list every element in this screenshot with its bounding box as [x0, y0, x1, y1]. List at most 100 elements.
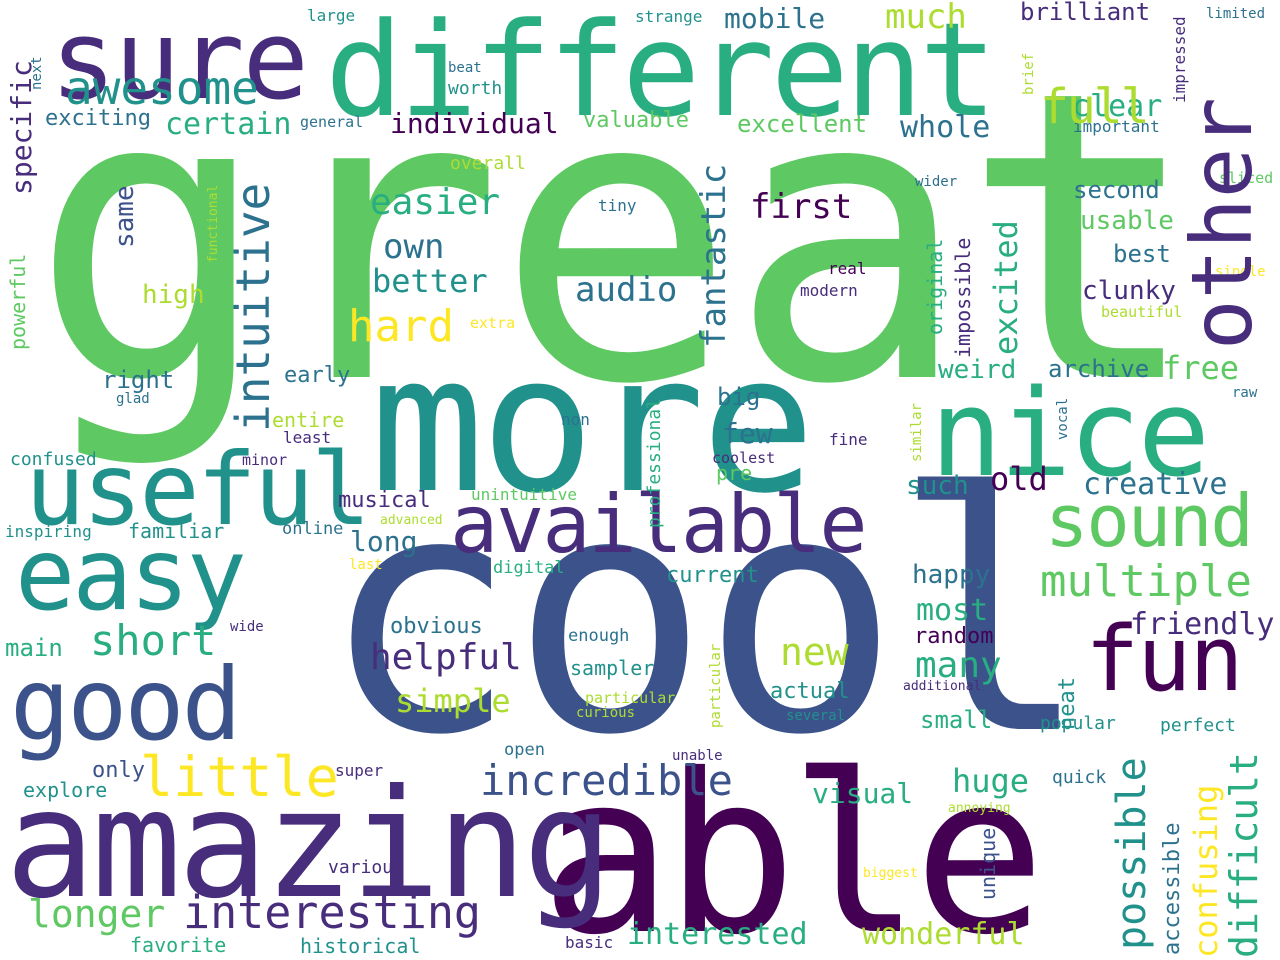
- word-last: advanced: [380, 513, 443, 528]
- word-awesome: awesome: [65, 61, 259, 115]
- word-open: open: [504, 740, 545, 760]
- word-several: curious: [576, 705, 636, 721]
- word-sampler: sampler: [570, 656, 655, 680]
- word-unintuitive: unintuitive: [471, 485, 577, 504]
- word-sure: sure: [50, 0, 309, 124]
- word-sound: sound: [1045, 479, 1254, 563]
- word-certain: certain: [165, 107, 292, 142]
- word-mobile: mobile: [724, 2, 826, 35]
- word-minor: minor: [242, 451, 288, 469]
- word-same: same: [110, 185, 140, 248]
- word-various: various: [328, 857, 404, 878]
- word-incredible: incredible: [480, 756, 733, 805]
- word-easier: easier: [370, 182, 501, 223]
- word-super: super: [335, 761, 384, 780]
- word-inspiring: inspiring: [5, 522, 92, 541]
- word-explore: explore: [23, 778, 108, 802]
- word-best: best: [1113, 240, 1171, 268]
- word-available: available: [450, 478, 867, 571]
- word-current: current: [666, 563, 759, 588]
- word-new: new: [780, 630, 849, 674]
- word-general: general: [300, 113, 364, 131]
- word-real: real: [828, 259, 867, 278]
- word-powerful: powerful: [6, 253, 30, 350]
- word-excited: excited: [987, 220, 1025, 355]
- word-neat: neat: [1055, 677, 1080, 730]
- word-interesting: interesting: [183, 886, 482, 939]
- word-digital: digital: [493, 558, 565, 578]
- word-accessible: accessible: [1160, 822, 1185, 955]
- word-strange: strange: [635, 7, 703, 26]
- word-few: few: [722, 417, 773, 450]
- word-beat: beat: [448, 60, 482, 76]
- word-full: full: [1040, 79, 1150, 135]
- word-particular: particular: [708, 643, 724, 728]
- word-exciting: exciting: [45, 106, 151, 131]
- word-beautiful: beautiful: [1101, 303, 1183, 321]
- word-own: own: [383, 227, 445, 267]
- word-good: good: [10, 646, 242, 763]
- word-biggest: annoying: [948, 801, 1011, 816]
- word-functional: last: [349, 557, 383, 573]
- word-wider: wider: [915, 174, 958, 190]
- word-weird: weird: [938, 355, 1017, 385]
- word-fine: fine: [829, 430, 868, 449]
- word-possible: possible: [1109, 757, 1155, 950]
- word-many: many: [915, 645, 1002, 686]
- word-aware: biggest: [863, 866, 918, 881]
- word-first: first: [750, 187, 853, 227]
- word-online: online: [282, 519, 344, 539]
- word-raw: raw: [1232, 385, 1258, 401]
- word-big: big: [717, 383, 761, 411]
- word-unable: several: [786, 708, 846, 724]
- word-archive: archive: [1048, 355, 1150, 383]
- word-vocal: vocal: [1055, 397, 1071, 440]
- word-easy: easy: [15, 516, 247, 633]
- word-similar: similar: [909, 402, 925, 462]
- word-such: such: [906, 471, 969, 501]
- word-curious: particular: [585, 689, 676, 707]
- word-better: better: [372, 262, 488, 300]
- word-coolest: coolest: [712, 449, 776, 467]
- word-valuable: valuable: [583, 108, 689, 133]
- word-cool: cool: [320, 423, 1091, 807]
- word-enough: enough: [568, 626, 630, 646]
- word-longer: longer: [28, 892, 166, 936]
- word-much: much: [885, 0, 967, 37]
- word-friendly: friendly: [1130, 607, 1275, 642]
- word-individual: individual: [390, 107, 559, 140]
- word-other: other: [1173, 97, 1271, 350]
- word-hard: hard: [348, 301, 454, 352]
- word-clear: clear: [1072, 89, 1163, 124]
- word-musical: musical: [338, 488, 431, 513]
- word-brief: brief: [1021, 52, 1037, 95]
- word-second: second: [1073, 176, 1160, 204]
- word-random: random: [914, 624, 994, 649]
- word-able: able: [540, 727, 1046, 960]
- word-creative: creative: [1083, 467, 1228, 502]
- word-unique: unique: [976, 827, 1000, 900]
- word-brilliant: brilliant: [1020, 0, 1151, 26]
- word-right: right: [102, 366, 175, 394]
- word-simple: simple: [395, 682, 511, 720]
- word-additional: unable: [672, 748, 723, 764]
- word-favorite: favorite: [130, 933, 227, 957]
- word-wide: wide: [230, 619, 264, 635]
- word-multiple: multiple: [1040, 556, 1252, 607]
- word-actual: actual: [770, 679, 850, 704]
- word-more: more: [370, 314, 816, 535]
- word-glad: glad: [116, 391, 150, 407]
- word-interested: interested: [627, 917, 808, 952]
- word-non: non: [561, 410, 590, 429]
- word-happy: happy: [912, 560, 991, 590]
- word-perfect: perfect: [1160, 715, 1236, 736]
- word-small: small: [920, 706, 993, 734]
- word-obvious: obvious: [390, 614, 483, 639]
- word-clunky: clunky: [1082, 276, 1176, 306]
- word-high: high: [142, 280, 205, 310]
- word-sliced: sliced: [1219, 169, 1274, 187]
- word-only: only: [92, 758, 145, 783]
- word-large: large: [307, 6, 356, 25]
- word-nice: nice: [930, 365, 1210, 504]
